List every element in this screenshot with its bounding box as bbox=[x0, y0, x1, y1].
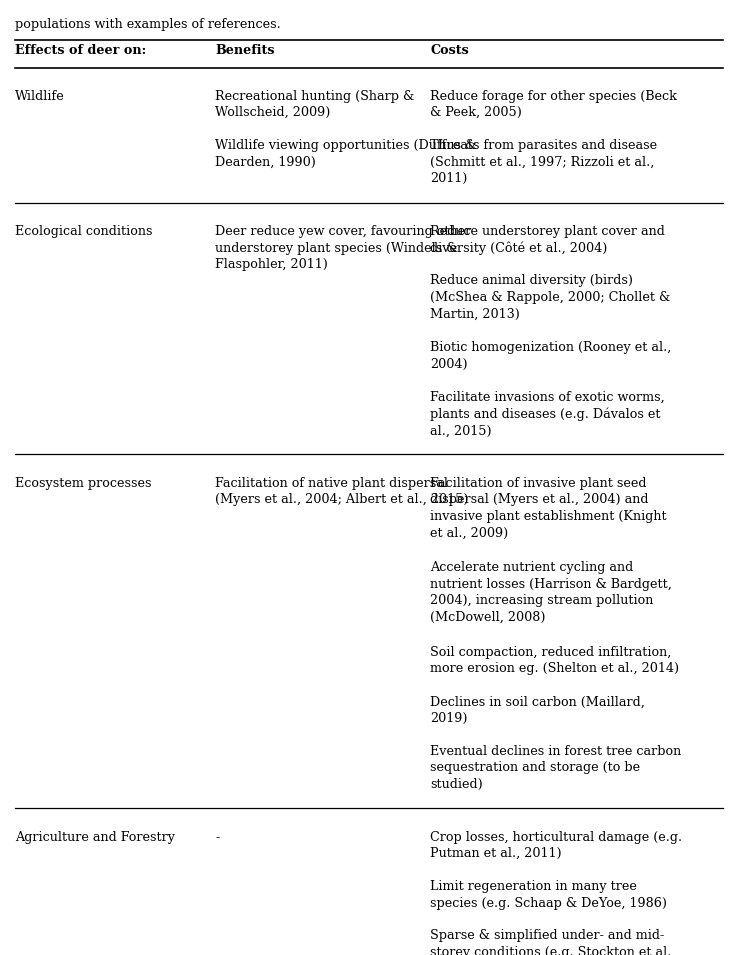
Text: Sparse & simplified under- and mid-
storey conditions (e.g. Stockton et al.,
200: Sparse & simplified under- and mid- stor… bbox=[430, 929, 676, 955]
Text: Wildlife: Wildlife bbox=[15, 90, 64, 102]
Text: Deer reduce yew cover, favouring other
understorey plant species (Windels &
Flas: Deer reduce yew cover, favouring other u… bbox=[215, 225, 472, 271]
Text: Accelerate nutrient cycling and
nutrient losses (Harrison & Bardgett,
2004), inc: Accelerate nutrient cycling and nutrient… bbox=[430, 562, 672, 624]
Text: Agriculture and Forestry: Agriculture and Forestry bbox=[15, 831, 175, 843]
Text: Facilitate invasions of exotic worms,
plants and diseases (e.g. Dávalos et
al., : Facilitate invasions of exotic worms, pl… bbox=[430, 391, 665, 437]
Text: Declines in soil carbon (Maillard,
2019): Declines in soil carbon (Maillard, 2019) bbox=[430, 695, 645, 725]
Text: Recreational hunting (Sharp &
Wollscheid, 2009): Recreational hunting (Sharp & Wollscheid… bbox=[215, 90, 415, 119]
Text: Benefits: Benefits bbox=[215, 44, 275, 57]
Text: Crop losses, horticultural damage (e.g.
Putman et al., 2011): Crop losses, horticultural damage (e.g. … bbox=[430, 831, 683, 860]
Text: populations with examples of references.: populations with examples of references. bbox=[15, 18, 280, 31]
Text: -: - bbox=[215, 831, 220, 843]
Text: Biotic homogenization (Rooney et al.,
2004): Biotic homogenization (Rooney et al., 20… bbox=[430, 341, 672, 371]
Text: Costs: Costs bbox=[430, 44, 469, 57]
Text: Reduce understorey plant cover and
diversity (Côté et al., 2004): Reduce understorey plant cover and diver… bbox=[430, 225, 665, 255]
Text: Wildlife viewing opportunities (Duffus &
Dearden, 1990): Wildlife viewing opportunities (Duffus &… bbox=[215, 138, 477, 168]
Text: Facilitation of native plant dispersal
(Myers et al., 2004; Albert et al., 2015): Facilitation of native plant dispersal (… bbox=[215, 477, 469, 506]
Text: Effects of deer on:: Effects of deer on: bbox=[15, 44, 146, 57]
Text: Ecological conditions: Ecological conditions bbox=[15, 225, 152, 238]
Text: Reduce animal diversity (birds)
(McShea & Rappole, 2000; Chollet &
Martin, 2013): Reduce animal diversity (birds) (McShea … bbox=[430, 274, 671, 320]
Text: Limit regeneration in many tree
species (e.g. Schaap & DeYoe, 1986): Limit regeneration in many tree species … bbox=[430, 881, 667, 909]
Text: Soil compaction, reduced infiltration,
more erosion eg. (Shelton et al., 2014): Soil compaction, reduced infiltration, m… bbox=[430, 646, 680, 675]
Text: Eventual declines in forest tree carbon
sequestration and storage (to be
studied: Eventual declines in forest tree carbon … bbox=[430, 745, 681, 791]
Text: Ecosystem processes: Ecosystem processes bbox=[15, 477, 151, 490]
Text: Facilitation of invasive plant seed
dispersal (Myers et al., 2004) and
invasive : Facilitation of invasive plant seed disp… bbox=[430, 477, 667, 540]
Text: Reduce forage for other species (Beck
& Peek, 2005): Reduce forage for other species (Beck & … bbox=[430, 90, 677, 119]
Text: Threats from parasites and disease
(Schmitt et al., 1997; Rizzoli et al.,
2011): Threats from parasites and disease (Schm… bbox=[430, 138, 658, 185]
